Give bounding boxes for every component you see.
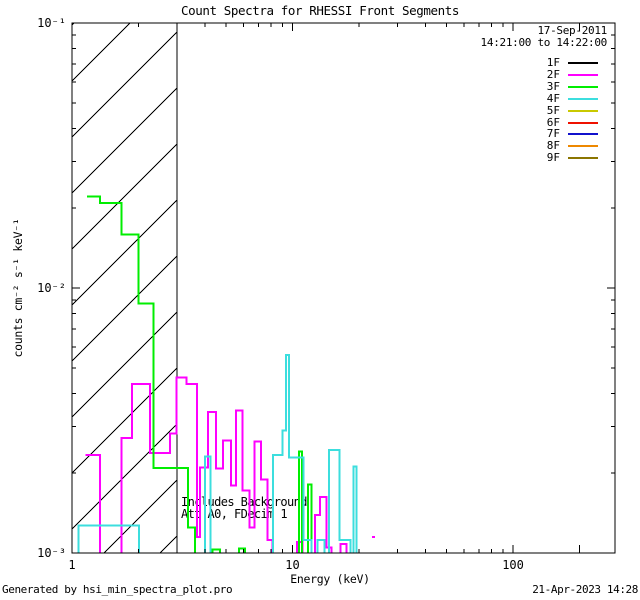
legend-line-9f	[568, 157, 598, 160]
series-2F	[314, 495, 333, 553]
series-4F	[352, 465, 358, 553]
series-3F	[211, 548, 222, 553]
hatch-line	[72, 255, 178, 362]
legend-label-3f: 3F	[546, 79, 560, 93]
series-4F	[77, 524, 140, 553]
series-2F	[339, 543, 348, 553]
x-axis-label: Energy (keV)	[290, 572, 370, 586]
legend-line-7f	[568, 133, 598, 136]
series-3F	[238, 547, 247, 553]
x-tick-label: 1	[68, 558, 76, 572]
x-tick-label: 100	[502, 558, 524, 572]
series-2F	[120, 376, 274, 553]
legend-label-6f: 6F	[546, 115, 560, 129]
series-3F	[297, 450, 304, 553]
legend-label-2f: 2F	[546, 67, 560, 81]
series-4F	[327, 448, 352, 553]
footer-timestamp: 21-Apr-2023 14:28	[532, 583, 638, 596]
annotation-line2: Att A0, FDecim 1	[181, 507, 288, 521]
legend-label-7f: 7F	[546, 127, 560, 141]
date-label: 17-Sep-2011	[537, 24, 607, 37]
legend-line-6f	[568, 121, 598, 124]
series-2F	[85, 454, 102, 553]
legend-label-4f: 4F	[546, 91, 560, 105]
legend-line-5f	[568, 109, 598, 112]
y-tick-label: 10⁻¹	[37, 16, 66, 30]
legend-line-2f	[568, 73, 598, 76]
series-4F	[204, 455, 212, 553]
legend-line-8f	[568, 145, 598, 148]
series-3F	[87, 195, 196, 553]
annotation: Includes Background Att A0, FDecim 1	[181, 496, 307, 520]
legend-line-4f	[568, 97, 598, 100]
legend-label-8f: 8F	[546, 139, 560, 153]
legend-label-1f: 1F	[546, 56, 560, 69]
x-tick-label: 10	[285, 558, 300, 572]
y-axis-label: counts cm⁻² s⁻¹ keV⁻¹	[11, 218, 25, 358]
legend-line-3f	[568, 85, 598, 88]
time-range-label: 14:21:00 to 14:22:00	[480, 36, 608, 49]
y-tick-label: 10⁻³	[37, 546, 66, 560]
legend-label-5f: 5F	[546, 103, 560, 117]
legend-line-1f	[568, 62, 598, 64]
plot-title: Count Spectra for RHESSI Front Segments	[181, 3, 459, 18]
series-3F	[307, 483, 313, 553]
series-4F	[316, 538, 326, 553]
footer-generated-by: Generated by hsi_min_spectra_plot.pro	[2, 583, 233, 596]
series-4F	[272, 353, 313, 553]
y-tick-label: 10⁻²	[37, 281, 66, 295]
annotation-line1: Includes Background	[181, 495, 307, 509]
legend-label-9f: 9F	[546, 151, 560, 165]
